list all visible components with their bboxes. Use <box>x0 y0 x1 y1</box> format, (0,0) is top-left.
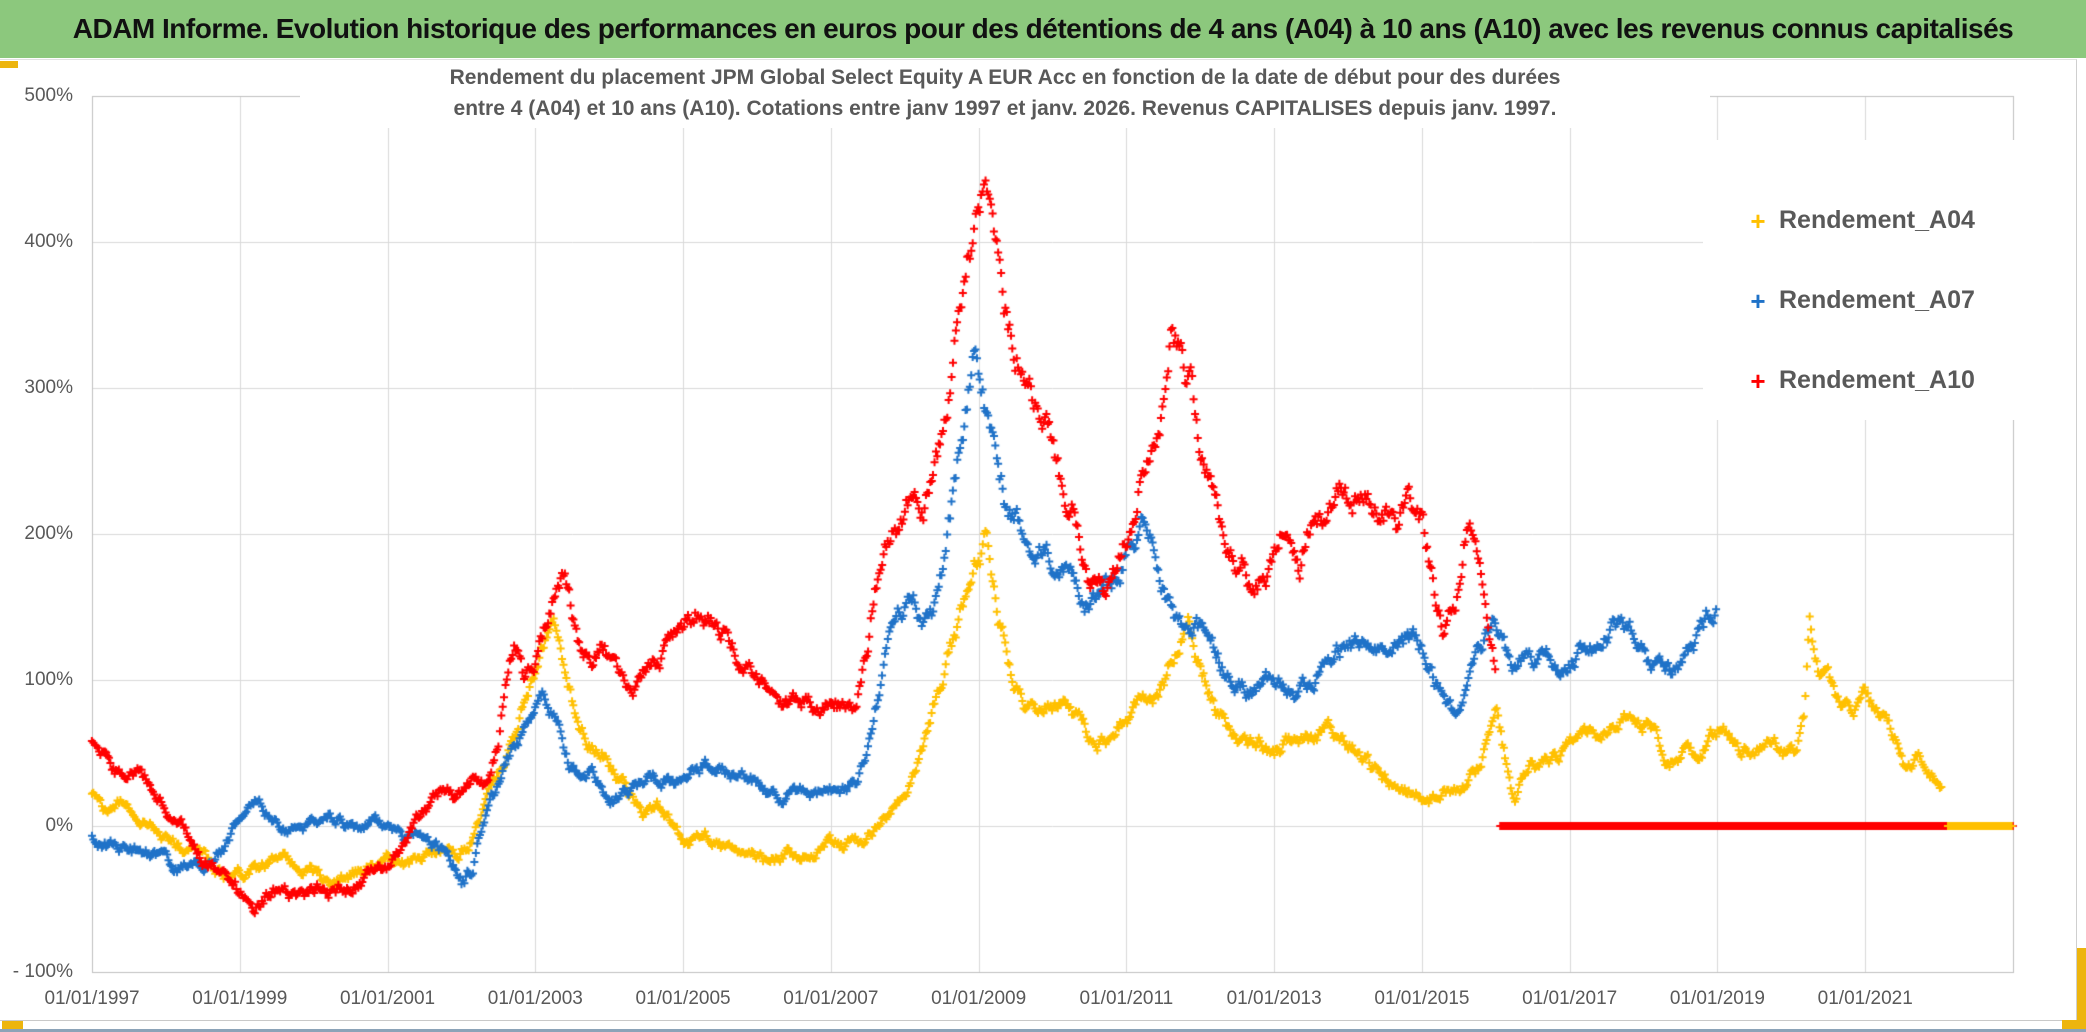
x-axis-label: 01/01/2011 <box>1079 988 1174 1009</box>
plus-marker-icon: + <box>1750 365 1766 396</box>
y-axis-label: 100% <box>24 669 73 690</box>
chart-subtitle-line1: Rendement du placement JPM Global Select… <box>449 66 1561 89</box>
legend-label: Rendement_A04 <box>1779 206 1975 234</box>
x-axis-label: 01/01/2007 <box>783 988 879 1009</box>
legend-item-rendement_a07[interactable]: + Rendement_A07 <box>1745 286 1975 315</box>
legend-item-rendement_a10[interactable]: + Rendement_A10 <box>1745 366 1975 395</box>
chart-legend: + Rendement_A04 + Rendement_A07 + Rendement_A… <box>1703 140 2075 420</box>
chart-subtitle-line2: entre 4 (A04) et 10 ans (A10). Cotations… <box>453 97 1557 120</box>
window-bottom-edge <box>0 1029 2086 1032</box>
x-axis-label: 01/01/2009 <box>931 988 1027 1009</box>
legend-label: Rendement_A10 <box>1779 366 1975 394</box>
accent-bar-top-left <box>0 61 18 68</box>
legend-label: Rendement_A07 <box>1779 286 1975 314</box>
x-axis-label: 01/01/1999 <box>192 988 288 1009</box>
x-axis-label: 01/01/2005 <box>635 988 731 1009</box>
y-axis-label: 200% <box>24 523 73 544</box>
x-axis-label: 01/01/2021 <box>1817 988 1913 1009</box>
accent-bar-bottom-left <box>2 1021 23 1029</box>
plus-marker-icon: + <box>1750 285 1766 316</box>
y-axis-label: 300% <box>24 377 73 398</box>
legend-item-rendement_a04[interactable]: + Rendement_A04 <box>1745 206 1975 235</box>
x-axis-label: 01/01/2015 <box>1374 988 1470 1009</box>
x-axis-label: 01/01/1997 <box>44 988 140 1009</box>
plus-marker-icon: + <box>1750 205 1766 236</box>
accent-bar-bottom-right <box>2062 1020 2086 1029</box>
y-axis-label: 400% <box>24 231 73 252</box>
x-axis-label: 01/01/2017 <box>1522 988 1618 1009</box>
x-axis-label: 01/01/2013 <box>1226 988 1322 1009</box>
y-axis-label: 0% <box>45 815 73 836</box>
accent-bar-right <box>2077 948 2086 1029</box>
x-axis-label: 01/01/2003 <box>487 988 583 1009</box>
x-axis-label: 01/01/2001 <box>339 988 436 1009</box>
y-axis-label: - 100% <box>12 961 73 982</box>
chart-subtitle: Rendement du placement JPM Global Select… <box>300 60 1710 128</box>
y-axis-label: 500% <box>24 85 73 106</box>
x-axis-label: 01/01/2019 <box>1669 988 1765 1009</box>
